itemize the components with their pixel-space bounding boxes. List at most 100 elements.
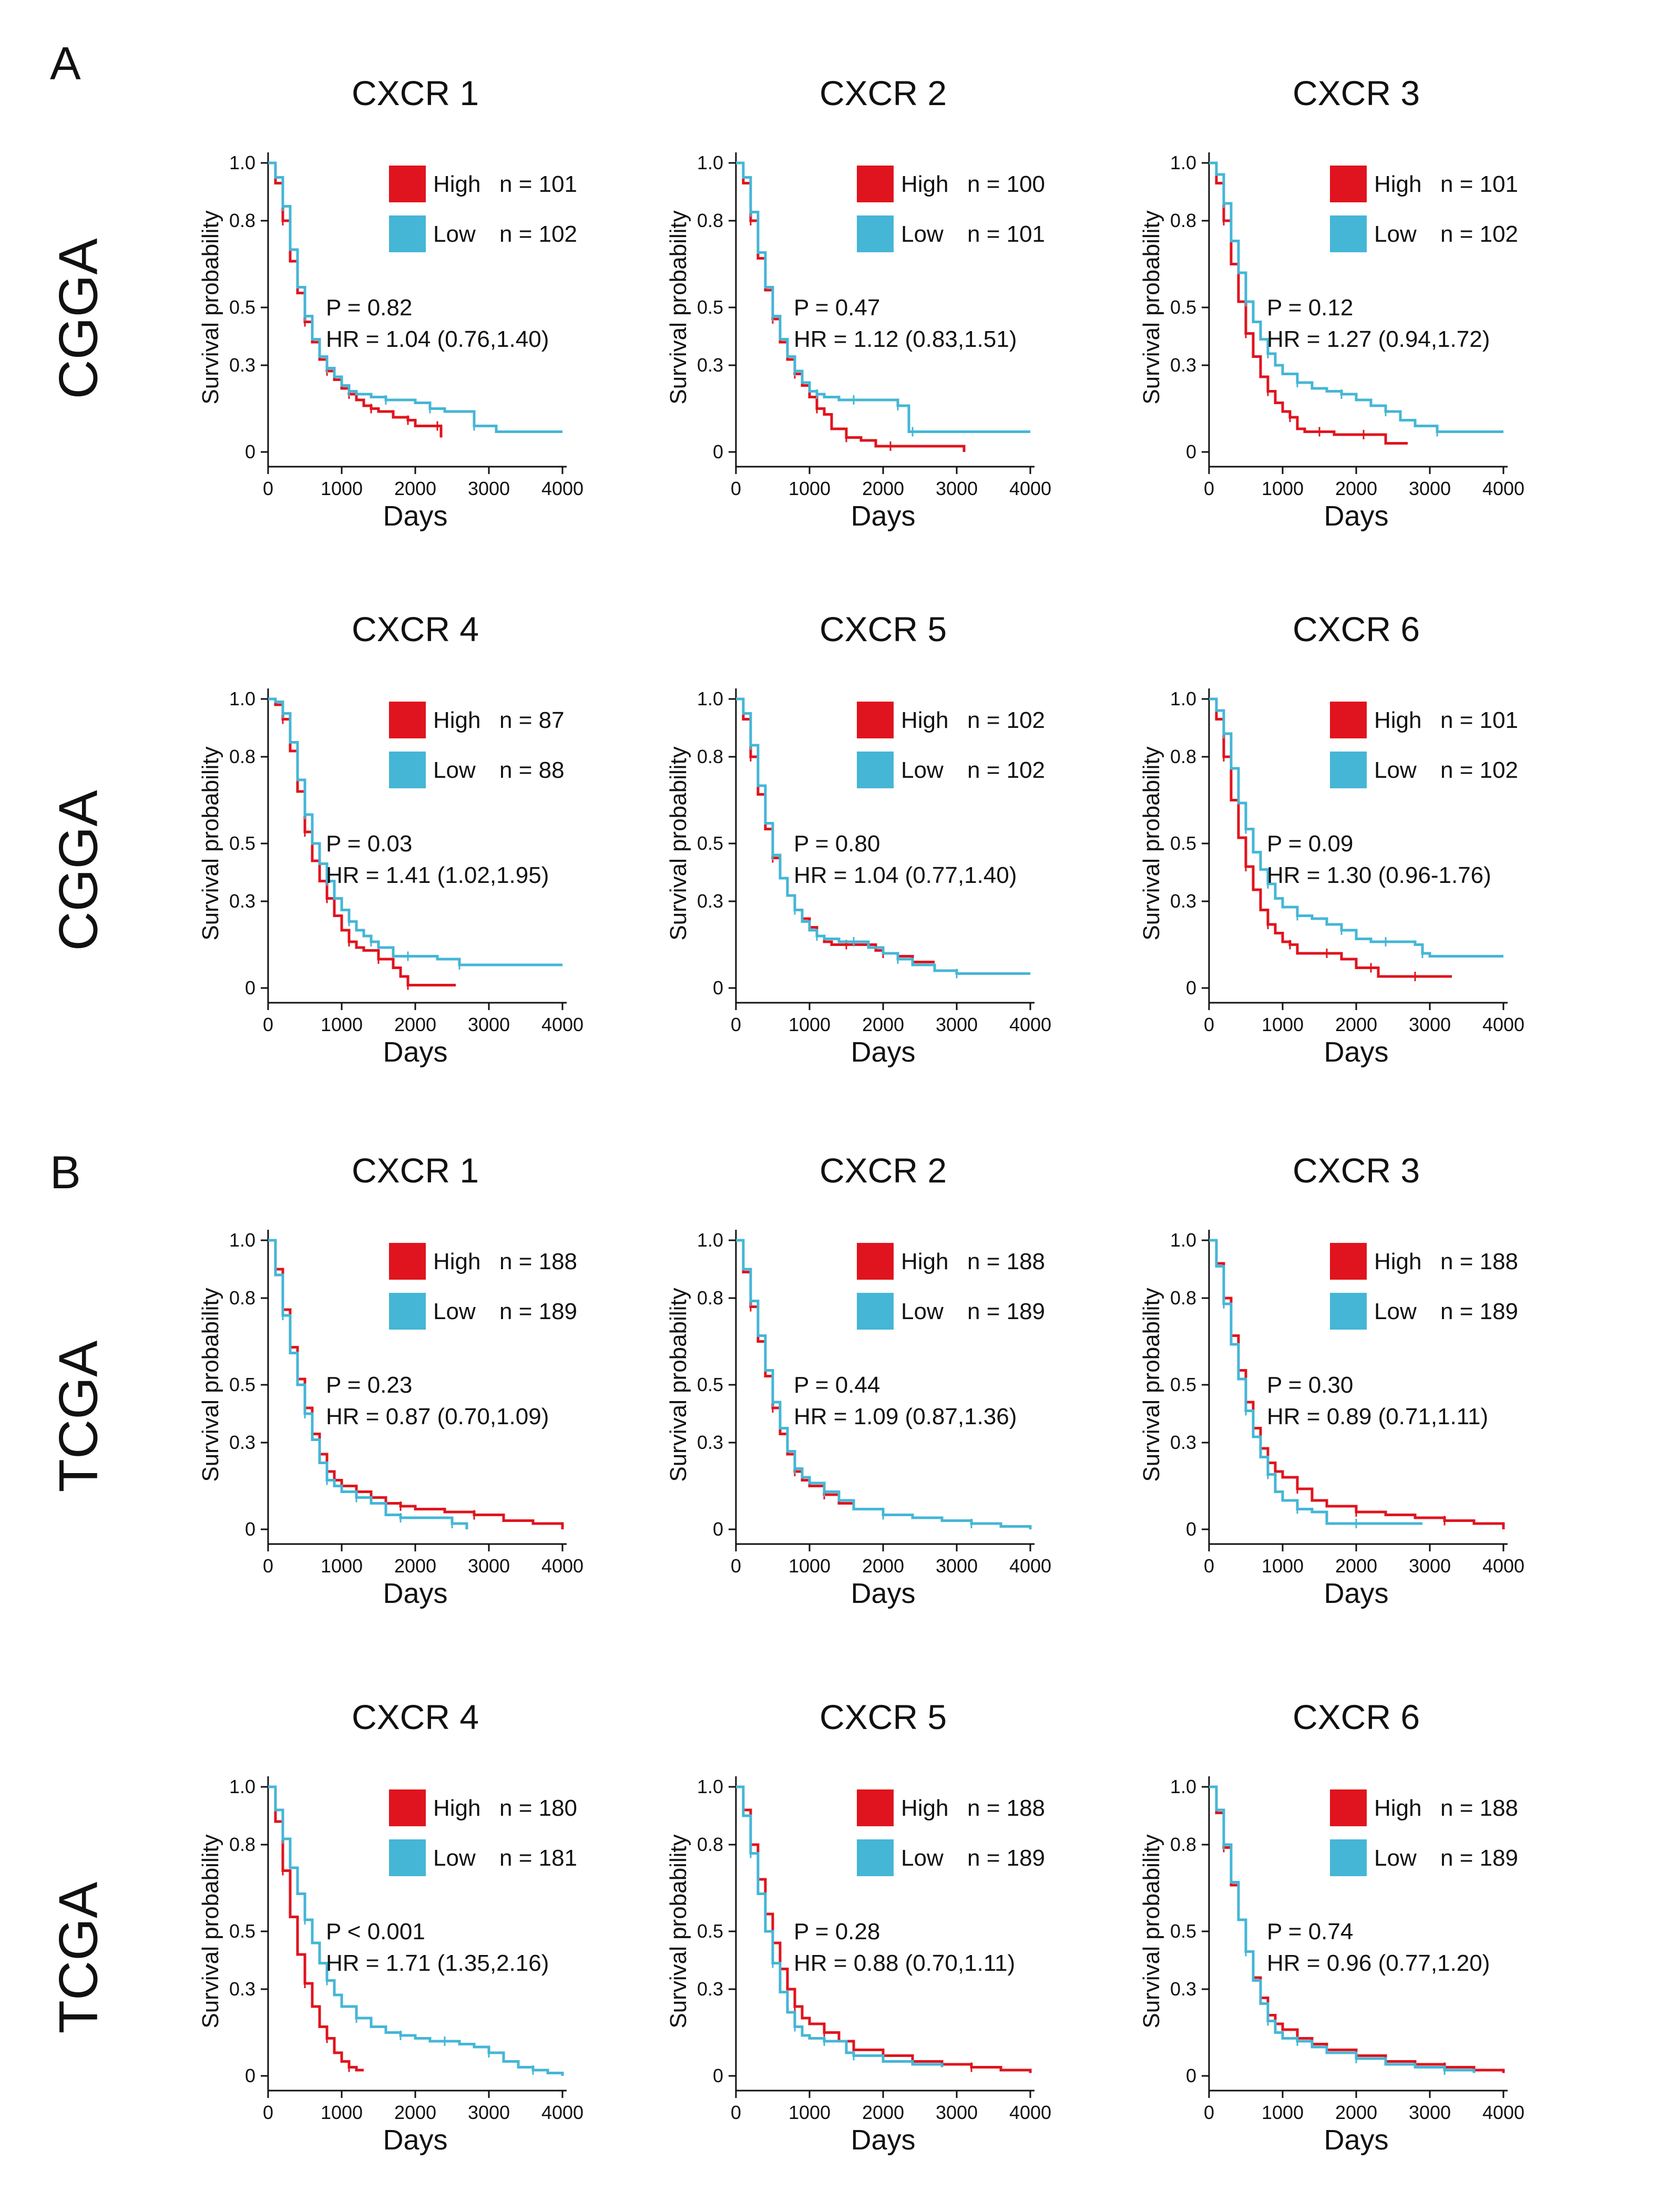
hazard-ratio: HR = 1.71 (1.35,2.16) <box>326 1950 549 1976</box>
y-tick-label: 1.0 <box>1170 152 1196 173</box>
x-tick-label: 4000 <box>1009 1555 1051 1577</box>
x-axis-label: Days <box>383 500 447 532</box>
km-curve-low <box>1209 161 1503 433</box>
legend-label-low: Low <box>1374 757 1417 783</box>
legend-label-low: Low <box>433 757 476 783</box>
y-axis-label: Survival probability <box>198 1834 223 2028</box>
y-tick-label: 0.5 <box>1170 1374 1196 1395</box>
y-axis-label: Survival probability <box>1139 1834 1164 2028</box>
hazard-ratio: HR = 1.30 (0.96-1.76) <box>1267 862 1491 888</box>
km-chart-12: CXCR 6 1.0 0.8 0.5 0.3 00 1000 2000 3000 4000 Surv… <box>1139 1697 1524 2156</box>
x-tick-label: 3000 <box>1409 2102 1451 2123</box>
legend-n-high: n = 102 <box>967 707 1045 733</box>
chart-title: CXCR 3 <box>1293 74 1420 112</box>
y-tick-label: 0.5 <box>697 296 723 318</box>
row-label-tcga-2: TCGA <box>48 1881 109 2034</box>
legend-swatch-high <box>389 166 426 202</box>
panel-a-label: A <box>50 37 81 89</box>
legend-swatch-low <box>1330 215 1367 252</box>
x-tick-label: 1000 <box>789 2102 831 2123</box>
legend-label-low: Low <box>901 221 944 247</box>
legend-label-high: High <box>1374 1249 1422 1274</box>
legend-label-high: High <box>433 171 481 197</box>
chart-title: CXCR 3 <box>1293 1151 1420 1190</box>
legend-swatch-high <box>389 1243 426 1280</box>
km-curve-high <box>736 161 966 452</box>
x-axis-label: Days <box>851 500 915 532</box>
x-tick-label: 3000 <box>468 1555 510 1577</box>
hazard-ratio: HR = 1.12 (0.83,1.51) <box>794 326 1017 352</box>
y-tick-label: 0.5 <box>229 1920 255 1942</box>
legend-swatch-low <box>1330 752 1367 788</box>
y-tick-label: 0.8 <box>1170 210 1196 231</box>
km-chart-9: CXCR 3 1.0 0.8 0.5 0.3 00 1000 2000 3000 4000 Surv… <box>1139 1151 1524 1609</box>
legend-swatch-high <box>389 1789 426 1826</box>
y-tick-label: 0 <box>1186 2065 1196 2086</box>
hazard-ratio: HR = 0.88 (0.70,1.11) <box>794 1950 1015 1976</box>
x-tick-label: 4000 <box>1009 1014 1051 1035</box>
x-tick-label: 2000 <box>1335 2102 1377 2123</box>
y-tick-label: 0.3 <box>229 1978 255 2000</box>
x-tick-label: 2000 <box>1335 1555 1377 1577</box>
legend-swatch-high <box>857 1789 894 1826</box>
km-chart-10: CXCR 4 1.0 0.8 0.5 0.3 00 1000 2000 3000 4000 Surv… <box>198 1697 583 2156</box>
y-axis-label: Survival probability <box>665 210 691 404</box>
x-tick-label: 0 <box>731 1555 741 1577</box>
x-tick-label: 1000 <box>321 1014 363 1035</box>
x-axis-label: Days <box>383 1578 447 1609</box>
y-tick-label: 0.8 <box>229 1834 255 1855</box>
x-axis-label: Days <box>1324 1578 1388 1609</box>
legend-label-low: Low <box>1374 1299 1417 1324</box>
y-tick-label: 1.0 <box>1170 688 1196 709</box>
y-axis-label: Survival probability <box>665 1288 691 1481</box>
legend-swatch-low <box>389 1839 426 1876</box>
x-tick-label: 1000 <box>1262 1014 1304 1035</box>
x-tick-label: 2000 <box>1335 478 1377 499</box>
km-curve-low <box>736 1239 1032 1529</box>
km-curve-low <box>736 161 1030 433</box>
x-tick-label: 0 <box>263 478 273 499</box>
x-tick-label: 0 <box>1204 478 1214 499</box>
legend-swatch-high <box>1330 166 1367 202</box>
x-axis-label: Days <box>851 2124 915 2156</box>
x-tick-label: 3000 <box>936 478 978 499</box>
legend-swatch-low <box>1330 1293 1367 1330</box>
y-axis-label: Survival probability <box>198 210 223 404</box>
x-tick-label: 3000 <box>1409 1014 1451 1035</box>
km-curve-high <box>736 1785 1032 2073</box>
legend-n-low: n = 102 <box>1440 221 1518 247</box>
x-axis-label: Days <box>1324 2124 1388 2156</box>
legend-label-high: High <box>901 1795 949 1821</box>
x-tick-label: 3000 <box>1409 478 1451 499</box>
legend-swatch-low <box>857 752 894 788</box>
km-chart-7: CXCR 1 1.0 0.8 0.5 0.3 00 1000 2000 3000 4000 Surv… <box>198 1151 583 1609</box>
y-tick-label: 1.0 <box>697 1776 723 1797</box>
legend-n-high: n = 188 <box>1440 1795 1518 1821</box>
km-curve-low <box>1209 1785 1476 2073</box>
legend-label-low: Low <box>901 1845 944 1871</box>
legend-swatch-high <box>1330 1243 1367 1280</box>
row-label-cgga-1: CGGA <box>48 238 109 399</box>
km-curve-high <box>1209 697 1452 978</box>
km-curve-high <box>268 1785 364 2072</box>
x-tick-label: 0 <box>1204 1014 1214 1035</box>
x-tick-label: 0 <box>263 1014 273 1035</box>
y-tick-label: 0 <box>245 2065 255 2086</box>
km-chart-5: CXCR 5 1.0 0.8 0.5 0.3 00 1000 2000 3000 4000 Surv… <box>665 610 1051 1068</box>
x-tick-label: 1000 <box>789 1014 831 1035</box>
km-chart-11: CXCR 5 1.0 0.8 0.5 0.3 00 1000 2000 3000 4000 Surv… <box>665 1697 1051 2156</box>
hazard-ratio: HR = 1.27 (0.94,1.72) <box>1267 326 1490 352</box>
legend-n-high: n = 188 <box>967 1795 1045 1821</box>
km-curve-high <box>268 697 456 986</box>
chart-title: CXCR 1 <box>352 74 479 112</box>
km-curve-low <box>268 1239 468 1529</box>
x-tick-label: 4000 <box>541 2102 583 2123</box>
x-tick-label: 2000 <box>1335 1014 1377 1035</box>
y-tick-label: 0.5 <box>697 832 723 854</box>
km-curve-high <box>1209 161 1408 445</box>
x-tick-label: 4000 <box>1009 2102 1051 2123</box>
y-axis-label: Survival probability <box>1139 1288 1164 1481</box>
y-tick-label: 1.0 <box>229 1229 255 1251</box>
legend-label-high: High <box>1374 707 1422 733</box>
y-tick-label: 0.8 <box>1170 1834 1196 1855</box>
